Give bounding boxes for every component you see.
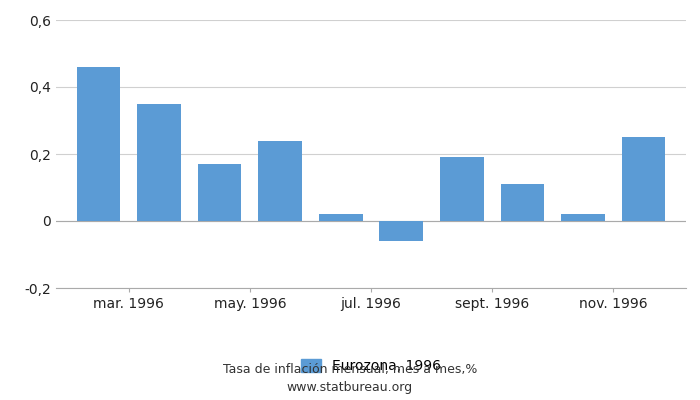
Bar [622, 137, 666, 221]
Bar [500, 184, 545, 221]
Bar [319, 214, 363, 221]
Bar [198, 164, 242, 221]
Bar [137, 104, 181, 221]
Bar [379, 221, 423, 241]
Text: Tasa de inflación mensual, mes a mes,%: Tasa de inflación mensual, mes a mes,% [223, 364, 477, 376]
Text: www.statbureau.org: www.statbureau.org [287, 381, 413, 394]
Bar [76, 67, 120, 221]
Legend: Eurozona, 1996: Eurozona, 1996 [295, 354, 447, 379]
Bar [561, 214, 605, 221]
Bar [440, 157, 484, 221]
Bar [258, 141, 302, 221]
